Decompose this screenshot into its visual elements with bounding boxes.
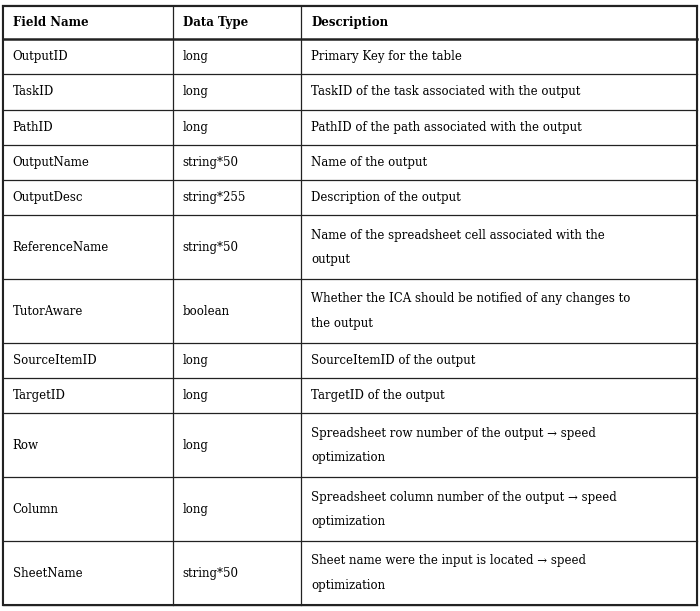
- Text: TargetID: TargetID: [13, 389, 65, 402]
- Bar: [173, 541, 302, 605]
- Bar: [3, 75, 173, 109]
- Bar: [302, 477, 697, 541]
- Bar: [302, 39, 697, 75]
- Bar: [302, 75, 697, 109]
- Bar: [3, 109, 173, 145]
- Text: TargetID of the output: TargetID of the output: [311, 389, 444, 402]
- Text: SourceItemID: SourceItemID: [13, 354, 96, 367]
- Bar: [302, 378, 697, 414]
- Text: output: output: [311, 253, 350, 266]
- Bar: [173, 145, 302, 180]
- Bar: [302, 343, 697, 378]
- Text: long: long: [183, 389, 209, 402]
- Text: SheetName: SheetName: [13, 566, 82, 580]
- Text: Column: Column: [13, 503, 59, 516]
- Text: PathID: PathID: [13, 120, 53, 134]
- Bar: [173, 477, 302, 541]
- Text: optimization: optimization: [311, 451, 385, 464]
- Text: Name of the output: Name of the output: [311, 156, 427, 169]
- Bar: [302, 541, 697, 605]
- Bar: [3, 343, 173, 378]
- Text: TaskID: TaskID: [13, 86, 54, 98]
- Text: Name of the spreadsheet cell associated with the: Name of the spreadsheet cell associated …: [311, 229, 605, 241]
- Text: long: long: [183, 354, 209, 367]
- Text: TutorAware: TutorAware: [13, 304, 83, 318]
- Bar: [173, 378, 302, 414]
- Text: Primary Key for the table: Primary Key for the table: [311, 50, 462, 63]
- Text: Whether the ICA should be notified of any changes to: Whether the ICA should be notified of an…: [311, 293, 630, 306]
- Text: OutputName: OutputName: [13, 156, 90, 169]
- Text: long: long: [183, 120, 209, 134]
- Text: optimization: optimization: [311, 579, 385, 591]
- Bar: [3, 414, 173, 477]
- Bar: [173, 109, 302, 145]
- Text: SourceItemID of the output: SourceItemID of the output: [311, 354, 475, 367]
- Text: long: long: [183, 503, 209, 516]
- Text: Data Type: Data Type: [183, 16, 248, 29]
- Bar: [173, 180, 302, 215]
- Bar: [3, 180, 173, 215]
- Text: string*50: string*50: [183, 241, 239, 254]
- Text: string*50: string*50: [183, 156, 239, 169]
- Text: OutputDesc: OutputDesc: [13, 191, 83, 204]
- Bar: [173, 39, 302, 75]
- Text: long: long: [183, 50, 209, 63]
- Text: PathID of the path associated with the output: PathID of the path associated with the o…: [311, 120, 582, 134]
- Bar: [302, 215, 697, 279]
- Bar: [302, 6, 697, 39]
- Bar: [302, 180, 697, 215]
- Bar: [3, 215, 173, 279]
- Bar: [302, 414, 697, 477]
- Bar: [3, 39, 173, 75]
- Text: Field Name: Field Name: [13, 16, 88, 29]
- Text: Description: Description: [311, 16, 388, 29]
- Bar: [3, 279, 173, 343]
- Bar: [3, 378, 173, 414]
- Text: OutputID: OutputID: [13, 50, 68, 63]
- Bar: [173, 279, 302, 343]
- Bar: [3, 477, 173, 541]
- Bar: [3, 6, 173, 39]
- Text: the output: the output: [311, 316, 373, 330]
- Text: TaskID of the task associated with the output: TaskID of the task associated with the o…: [311, 86, 580, 98]
- Text: string*50: string*50: [183, 566, 239, 580]
- Bar: [3, 541, 173, 605]
- Bar: [173, 6, 302, 39]
- Text: long: long: [183, 86, 209, 98]
- Bar: [173, 215, 302, 279]
- Bar: [3, 145, 173, 180]
- Bar: [302, 279, 697, 343]
- Text: string*255: string*255: [183, 191, 246, 204]
- Text: Row: Row: [13, 439, 38, 452]
- Text: Description of the output: Description of the output: [311, 191, 461, 204]
- Text: optimization: optimization: [311, 515, 385, 528]
- Text: boolean: boolean: [183, 304, 230, 318]
- Text: Spreadsheet row number of the output → speed: Spreadsheet row number of the output → s…: [311, 426, 596, 440]
- Bar: [173, 75, 302, 109]
- Text: Sheet name were the input is located → speed: Sheet name were the input is located → s…: [311, 554, 586, 568]
- Bar: [302, 109, 697, 145]
- Bar: [173, 414, 302, 477]
- Bar: [302, 145, 697, 180]
- Text: long: long: [183, 439, 209, 452]
- Text: Spreadsheet column number of the output → speed: Spreadsheet column number of the output …: [311, 491, 617, 503]
- Bar: [173, 343, 302, 378]
- Text: ReferenceName: ReferenceName: [13, 241, 108, 254]
